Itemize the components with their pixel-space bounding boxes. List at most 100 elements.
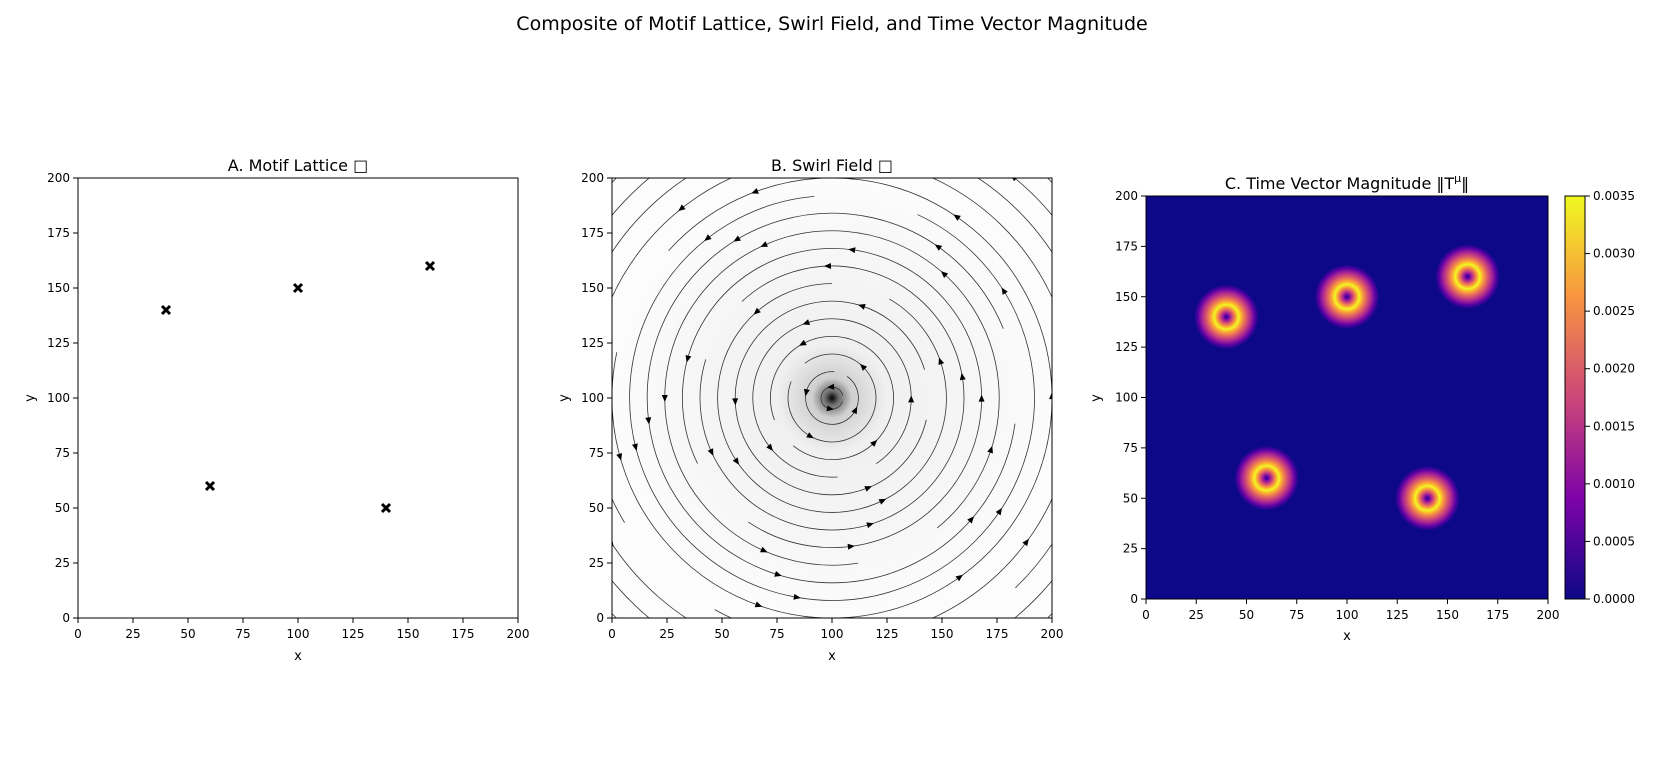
magnitude-peak — [1194, 284, 1259, 350]
streamline-arrow — [934, 244, 943, 251]
streamline — [682, 247, 985, 550]
streamline — [732, 300, 927, 496]
streamline-arrow — [733, 235, 741, 242]
x-tick-label: 0 — [1142, 608, 1150, 622]
y-tick-label: 150 — [1115, 290, 1138, 304]
y-tick-label: 150 — [581, 281, 604, 295]
streamline-arrow — [938, 357, 945, 366]
y-tick-label: 25 — [55, 556, 70, 570]
x-tick-label: 125 — [342, 627, 365, 641]
panel-a: A. Motif Lattice □ 0 25 50 75 100 125 150 175 20… — [23, 156, 529, 664]
streamline-arrow — [661, 395, 668, 402]
streamline-arrow — [587, 410, 593, 417]
streamline-arrow — [1022, 538, 1029, 547]
x-tick-label: 75 — [769, 627, 784, 641]
x-tick-label: 200 — [1537, 608, 1560, 622]
streamline — [699, 262, 966, 531]
streamline-arrow — [766, 443, 773, 451]
y-tick-label: 0 — [62, 611, 70, 625]
colorbar-tick-label: 0.0015 — [1593, 419, 1635, 433]
x-tick-label: 175 — [986, 627, 1009, 641]
streamline-arrow — [909, 143, 918, 151]
y-tick-label: 50 — [1123, 491, 1138, 505]
x-tick-label: 125 — [1386, 608, 1409, 622]
streamline — [752, 318, 915, 478]
streamline-arrow — [858, 304, 866, 310]
streamline-path — [682, 248, 982, 548]
streamline-arrow — [953, 214, 961, 221]
y-tick-label: 25 — [589, 556, 604, 570]
colorbar-tick-label: 0.0000 — [1593, 592, 1635, 606]
y-tick-label: 200 — [581, 171, 604, 185]
streamline-arrow — [1086, 561, 1095, 570]
streamline-arrow — [864, 486, 872, 492]
y-tick-label: 200 — [1115, 189, 1138, 203]
panel-c-xlabel: x — [1343, 629, 1351, 644]
panel-b: B. Swirl Field □ 0 25 50 75 100 125 150 175 200 … — [535, 143, 1095, 680]
y-tick-label: 150 — [47, 281, 70, 295]
x-tick-label: 100 — [287, 627, 310, 641]
streamline-arrow — [908, 395, 915, 403]
streamline-arrow — [631, 443, 638, 451]
streamline-arrow — [851, 406, 858, 415]
streamline-arrow — [967, 516, 975, 524]
lattice-point-marker — [424, 260, 436, 272]
marker-stroke — [160, 304, 172, 316]
y-tick-label: 125 — [47, 336, 70, 350]
y-tick-label: 125 — [1115, 340, 1138, 354]
marker-stroke — [204, 480, 216, 492]
x-tick-label: 75 — [235, 627, 250, 641]
x-tick-label: 75 — [1289, 608, 1304, 622]
streamline-arrow — [616, 453, 623, 461]
streamline-arrow — [1028, 159, 1037, 168]
colorbar-tick-label: 0.0030 — [1593, 247, 1635, 261]
colorbar-tick-label: 0.0020 — [1593, 362, 1635, 376]
colorbar — [1564, 195, 1586, 600]
streamline-arrow — [707, 448, 714, 456]
colorbar-tick-label: 0.0010 — [1593, 477, 1635, 491]
streamline-arrow — [803, 388, 810, 397]
streamline-path — [787, 353, 877, 443]
x-tick-label: 125 — [876, 627, 899, 641]
streamline-arrow — [799, 339, 807, 346]
panel-a-ylabel: y — [23, 394, 38, 402]
y-tick-label: 175 — [47, 226, 70, 240]
streamline-arrow — [859, 363, 868, 371]
x-tick-label: 0 — [608, 627, 616, 641]
streamline-path — [699, 265, 965, 531]
lattice-point-marker — [292, 282, 304, 294]
figure-suptitle: Composite of Motif Lattice, Swirl Field,… — [516, 13, 1147, 35]
panel-a-title: A. Motif Lattice □ — [228, 156, 368, 175]
streamline-arrow — [848, 247, 856, 254]
panel-b-ylabel: y — [557, 394, 572, 402]
streamline — [820, 383, 844, 412]
streamline-arrow — [826, 405, 834, 412]
streamline-path — [820, 386, 844, 410]
streamline-arrow — [866, 522, 874, 529]
streamline — [787, 353, 877, 443]
streamline-arrow — [987, 445, 993, 454]
x-tick-label: 175 — [452, 627, 475, 641]
streamline-arrow — [535, 298, 543, 307]
marker-stroke — [292, 282, 304, 294]
colorbar-tick-label: 0.0005 — [1593, 534, 1635, 548]
streamline-arrow — [572, 331, 580, 339]
streamline-arrow — [995, 507, 1003, 516]
y-tick-label: 25 — [1123, 542, 1138, 556]
streamline-arrow — [955, 574, 964, 582]
streamline-arrow — [695, 672, 704, 680]
streamline — [629, 195, 1035, 601]
magnitude-peak — [1234, 445, 1299, 511]
streamline-arrow — [1049, 392, 1052, 400]
panel-c-title: C. Time Vector Magnitude ‖Tμ‖ — [1225, 172, 1469, 193]
streamline-path — [717, 283, 947, 513]
streamline-path — [612, 178, 1052, 618]
lattice-point-marker — [204, 480, 216, 492]
panel-b-title: B. Swirl Field □ — [771, 156, 893, 175]
streamline-arrow — [760, 546, 768, 553]
streamline — [803, 371, 859, 425]
panel-a-plot-frame — [77, 177, 519, 619]
streamline-arrow — [753, 307, 761, 315]
panel-b-magnitude-background — [612, 178, 1052, 618]
x-tick-label: 25 — [1189, 608, 1204, 622]
